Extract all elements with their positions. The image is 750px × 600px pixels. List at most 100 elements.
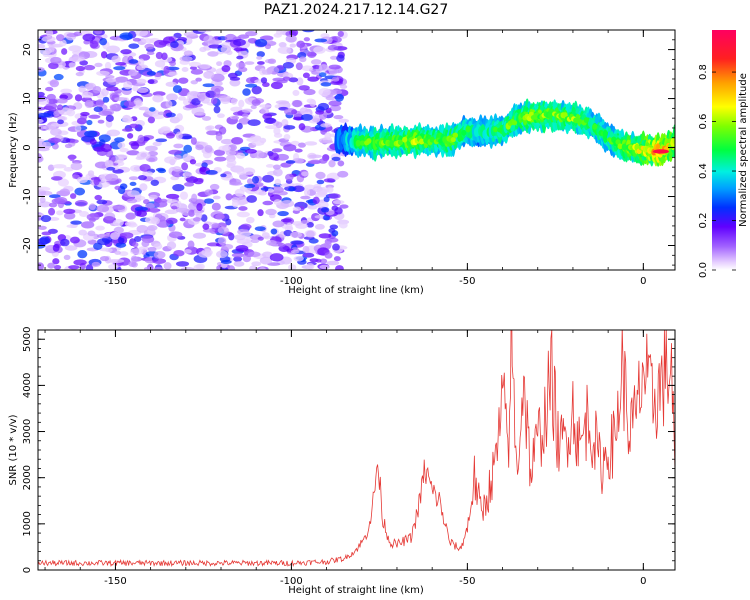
spectrogram-noise-cell [221,243,234,250]
spectrogram-noise-cell [273,132,283,138]
spectrogram-noise-cell [123,81,133,90]
spectrogram-noise-cell [303,88,316,96]
spectrogram-noise-cell [52,164,67,169]
snr-x-tick-label: -100 [280,576,303,587]
spectrogram-noise-cell [97,119,105,124]
spectrogram-noise-cell [220,173,227,178]
spectrogram-noise-cell [338,221,348,229]
spectrogram-noise-cell [300,114,313,121]
spectrogram-noise-cell [316,201,329,209]
spectrogram-noise-cell [217,226,229,234]
spectrogram-ridge-cell-core [615,139,621,145]
spectrogram-noise-cell [159,198,168,203]
spectrogram-noise-cell [93,106,103,113]
spectrogram-noise-cell [102,96,110,103]
spectrogram-noise-cell [259,104,272,108]
spectrogram-noise-cell [215,213,225,220]
spectrogram-noise-cell [106,166,116,171]
snr-y-label: SNR (10 * v/v) [8,414,19,485]
spectrogram-ridge-cell-core [429,136,435,143]
spectrogram-noise-cell [282,61,295,69]
spectrogram-noise-cell [264,43,272,50]
spectrogram-noise-cell [215,132,223,141]
spectrogram-noise-cell [265,239,277,246]
colorbar-ticks: 0.0 0.2 0.4 0.6 0.8 [698,64,736,278]
spectrogram-noise-cell [208,39,223,45]
spectrogram-noise-cell [128,43,140,49]
spectrogram-noise-cell [315,171,326,180]
spectrogram-noise-cell [50,56,62,64]
spectrogram-noise-cell [49,79,60,88]
spectrogram-noise-cell [339,84,348,89]
spectrogram-noise-cell [99,37,108,46]
spectrogram-noise-cell [225,193,233,201]
spectrogram-noise-cell [137,134,145,143]
snr-y-tick-label: 5000 [22,327,33,352]
figure-title: PAZ1.2024.217.12.14.G27 [264,2,449,18]
spectrogram-noise-cell [238,66,248,73]
spectrogram-noise-cell [114,137,125,143]
spectrogram-noise-cell [96,233,110,239]
spectrogram-noise-cell [307,205,318,210]
spectrogram-noise-cell [147,116,156,124]
spectrogram-noise-cell [288,264,297,270]
spectrogram-noise-cell [304,141,318,146]
spectrogram-noise-cell [109,104,117,111]
spectrogram-noise-cell [94,62,103,68]
spectrogram-noise-cell [272,164,281,170]
spectrogram-noise-cell [205,90,217,98]
spectrogram-noise-cell [233,47,248,52]
spectrogram-noise-cell [245,31,258,37]
spectrogram-noise-cell [218,145,231,151]
spectrogram-ridge-cell-core [592,123,598,130]
spectrogram-noise-cell [81,91,94,99]
colorbar: 0.0 0.2 0.4 0.6 0.8 Normalized spectral ampl… [698,30,749,278]
spectrogram-noise-cell [130,255,138,263]
spectrogram-noise-cell [254,226,266,232]
spectrogram-noise-cell [152,141,162,147]
spectrogram-noise-cell [268,152,279,161]
spectrogram-noise-cell [88,114,101,119]
spectrogram-noise-cell [233,256,243,263]
spectrogram-noise-cell [178,77,189,84]
spectrogram-noise-cell [137,87,149,93]
spectrogram-noise-cell [172,166,182,172]
spectrogram-noise-cell [234,188,245,197]
spectrogram-noise-cell [135,30,149,37]
spectrogram-noise-cell [265,125,278,130]
spectrogram-noise-cell [181,162,189,171]
spectrogram-noise-cell [246,178,254,185]
colorbar-tick-label: 0.0 [698,262,709,278]
spectrogram-noise-cell [48,202,58,208]
spectrogram-noise-cell [205,170,218,175]
spectrogram-noise-cell [298,85,310,91]
spectrogram-noise-cell [218,95,232,102]
spectrogram-noise-cell [157,168,167,174]
spectrogram-noise-cell [38,112,52,118]
spectrogram-noise-cell [204,145,213,153]
spectrogram-noise-cell [230,97,238,105]
spectrogram-noise-cell [45,86,54,92]
spectrogram-noise-cell [295,62,303,71]
spectrogram-noise-cell [274,178,282,186]
spectrogram-noise-cell [165,100,173,109]
spectrogram-noise-cell [61,48,68,55]
spectrogram-noise-cell [227,265,236,270]
spectrogram-noise-cell [41,231,52,236]
spectrogram-noise-cell [94,30,103,35]
spectrogram-ridge-cell-core [438,138,444,144]
spectrogram-noise-cell [244,61,255,65]
spectrogram-noise-cell [125,212,136,220]
spectrogram-noise-cell [105,114,114,122]
spectrogram-ridge-cell-core [452,132,458,138]
spectrogram-noise-cell [210,97,218,105]
spectrogram-noise-cell [336,54,345,62]
colorbar-label: Normalized spectral amplitude [738,73,749,227]
spectrogram-noise-cell [63,254,71,261]
spectrogram-noise-cell [106,86,119,92]
spectrogram-noise-cell [77,250,88,259]
spectrogram-noise-cell [127,190,140,198]
spectrogram-noise-cell [179,56,193,62]
spectrogram-noise-cell [41,35,56,43]
spectrogram-ridge-cell-core [511,120,518,126]
